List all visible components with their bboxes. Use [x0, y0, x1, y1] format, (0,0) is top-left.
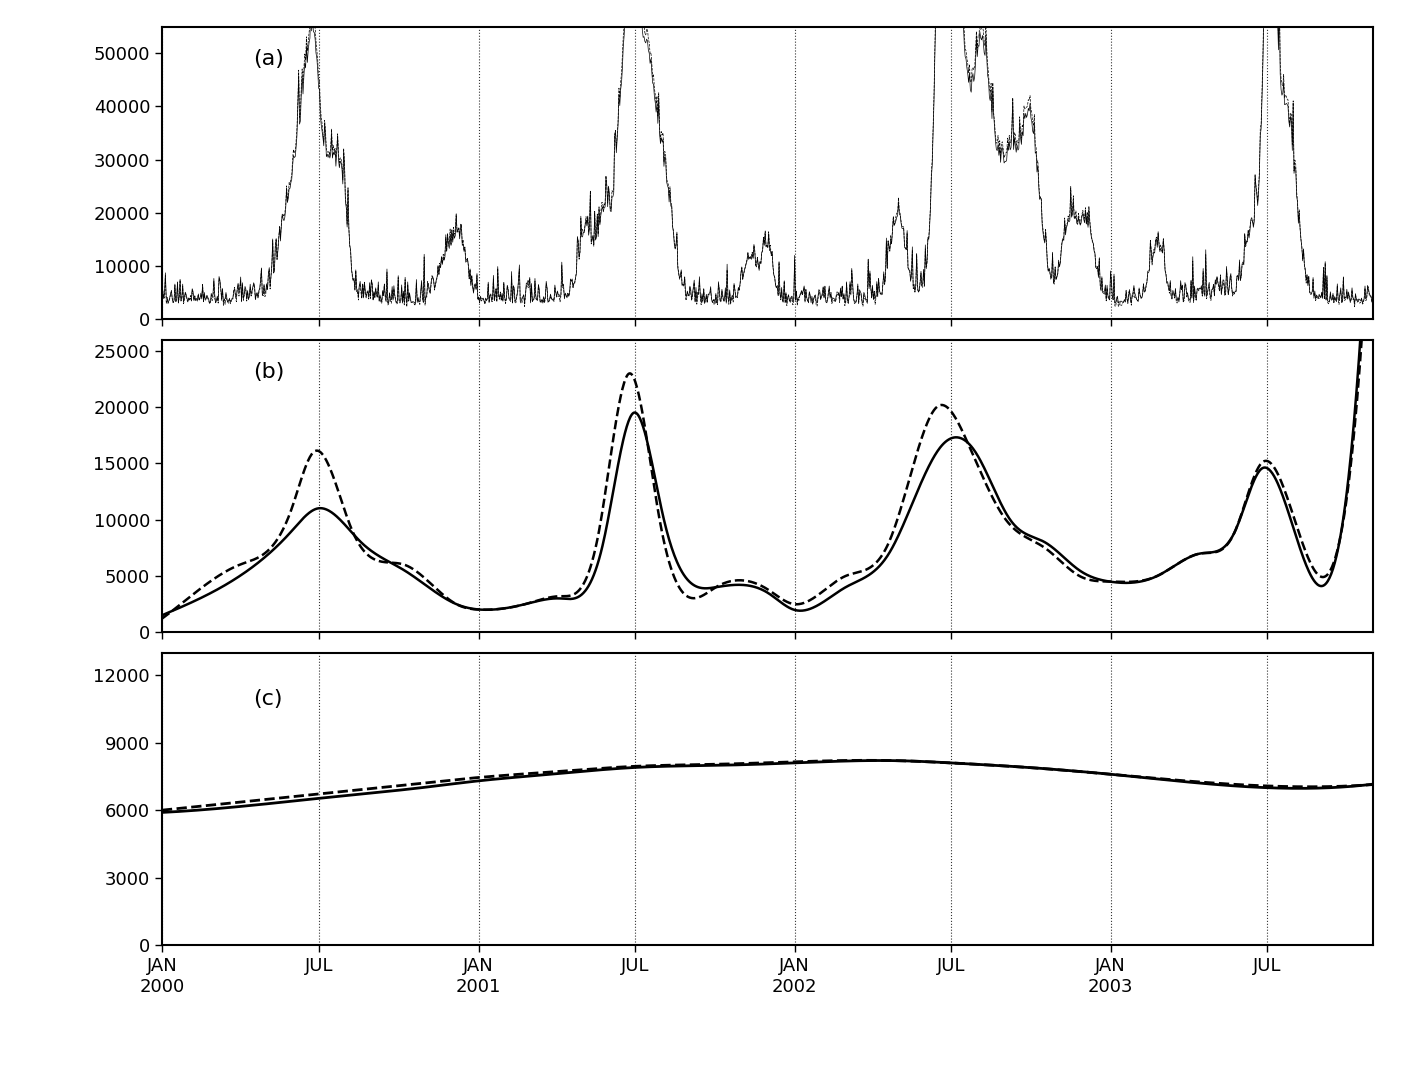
Text: (b): (b) — [253, 362, 284, 381]
Text: (c): (c) — [253, 689, 282, 709]
Text: (a): (a) — [253, 49, 283, 68]
